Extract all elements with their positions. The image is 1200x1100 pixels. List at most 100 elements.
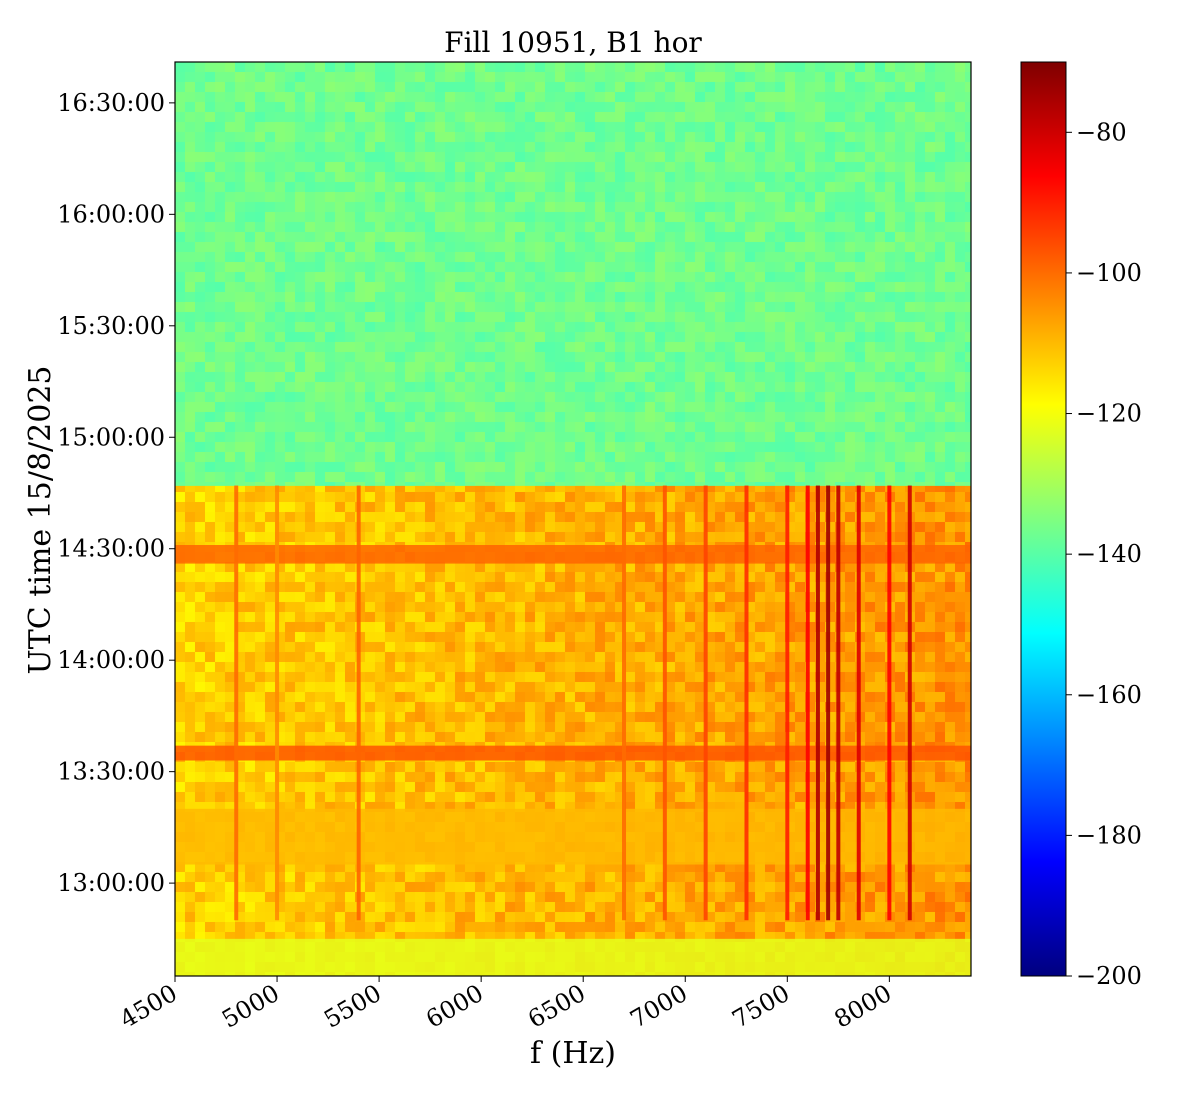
heatmap-cell <box>445 632 456 643</box>
heatmap-cell <box>675 652 686 663</box>
heatmap-cell <box>875 482 886 493</box>
heatmap-cell <box>225 622 236 633</box>
heatmap-cell <box>435 612 446 623</box>
heatmap-cell <box>935 512 946 523</box>
heatmap-cell <box>275 492 286 503</box>
heatmap-cell <box>675 642 686 653</box>
heatmap-cell <box>405 482 416 493</box>
heatmap-cell <box>175 582 186 593</box>
heatmap-cell <box>815 572 826 583</box>
heatmap-cell <box>295 672 306 683</box>
heatmap-cell <box>305 622 316 633</box>
heatmap-cell <box>695 642 706 653</box>
heatmap-cell <box>655 582 666 593</box>
heatmap-cell <box>205 622 216 633</box>
heatmap-cell <box>435 532 446 543</box>
heatmap-cell <box>235 562 246 573</box>
heatmap-cell <box>595 522 606 533</box>
heatmap-cell <box>335 642 346 653</box>
heatmap-cell <box>955 652 966 663</box>
heatmap-cell <box>895 622 906 633</box>
heatmap-cell <box>685 612 696 623</box>
heatmap-cell <box>575 562 586 573</box>
heatmap-cell <box>285 672 296 683</box>
heatmap-cell <box>185 632 196 643</box>
heatmap-cell <box>305 672 316 683</box>
heatmap-cell <box>315 632 326 643</box>
heatmap-cell <box>635 602 646 613</box>
heatmap-cell <box>735 532 746 543</box>
heatmap-cell <box>955 482 966 493</box>
heatmap-cell <box>715 652 726 663</box>
heatmap-cell <box>375 512 386 523</box>
heatmap-cell <box>705 632 716 643</box>
heatmap-cell <box>415 672 426 683</box>
heatmap-cell <box>625 662 636 673</box>
heatmap-cell <box>455 492 466 503</box>
heatmap-cell <box>795 632 806 643</box>
heatmap-cell <box>325 492 336 503</box>
heatmap-cell <box>285 622 296 633</box>
heatmap-cell <box>465 492 476 503</box>
heatmap-cell <box>775 502 786 513</box>
heatmap-cell <box>225 682 236 693</box>
heatmap-cell <box>805 612 816 623</box>
heatmap-cell <box>185 572 196 583</box>
heatmap-cell <box>305 602 316 613</box>
heatmap-cell <box>675 632 686 643</box>
heatmap-cell <box>475 642 486 653</box>
heatmap-cell <box>335 622 346 633</box>
heatmap-cell <box>235 532 246 543</box>
heatmap-cell <box>775 582 786 593</box>
heatmap-cell <box>755 502 766 513</box>
heatmap-cell <box>865 562 876 573</box>
heatmap-cell <box>635 612 646 623</box>
heatmap-cell <box>375 642 386 653</box>
heatmap-cell <box>915 482 926 493</box>
heatmap-cell <box>625 492 636 503</box>
heatmap-cell <box>725 662 736 673</box>
heatmap-cell <box>625 512 636 523</box>
heatmap-cell <box>595 482 606 493</box>
heatmap-cell <box>525 662 536 673</box>
heatmap-cell <box>285 602 296 613</box>
heatmap-cell <box>825 482 836 493</box>
heatmap-cell <box>295 502 306 513</box>
heatmap-cell <box>735 522 746 533</box>
heatmap-cell <box>595 502 606 513</box>
heatmap-cell <box>635 482 646 493</box>
heatmap-cell <box>175 632 186 643</box>
heatmap-cell <box>505 622 516 633</box>
heatmap-cell <box>665 662 676 673</box>
heatmap-cell <box>225 672 236 683</box>
heatmap-cell <box>685 672 696 683</box>
heatmap-cell <box>535 592 546 603</box>
heatmap-cell <box>315 652 326 663</box>
heatmap-cell <box>195 502 206 513</box>
heatmap-cell <box>415 612 426 623</box>
heatmap-cell <box>845 642 856 653</box>
heatmap-cell <box>475 612 486 623</box>
heatmap-cell <box>505 532 516 543</box>
heatmap-cell <box>575 492 586 503</box>
heatmap-cell <box>535 612 546 623</box>
heatmap-cell <box>815 492 826 503</box>
heatmap-cell <box>865 612 876 623</box>
heatmap-cell <box>195 612 206 623</box>
heatmap-cell <box>555 652 566 663</box>
heatmap-cell <box>545 652 556 663</box>
heatmap-cell <box>895 662 906 673</box>
heatmap-cell <box>395 532 406 543</box>
heatmap-cell <box>455 632 466 643</box>
heatmap-cell <box>725 632 736 643</box>
heatmap-cell <box>605 562 616 573</box>
heatmap-cell <box>915 562 926 573</box>
heatmap-cell <box>375 612 386 623</box>
heatmap-cell <box>955 602 966 613</box>
heatmap-cell <box>635 562 646 573</box>
heatmap-cell <box>385 492 396 503</box>
heatmap-cell <box>695 622 706 633</box>
heatmap-cell <box>255 502 266 513</box>
heatmap-cell <box>455 532 466 543</box>
heatmap-cell <box>415 532 426 543</box>
